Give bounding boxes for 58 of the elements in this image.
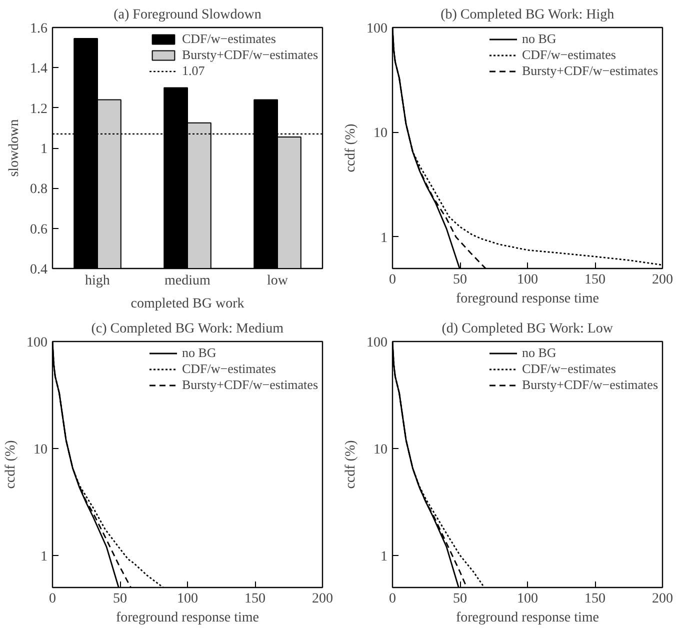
x-tick-label: low: [267, 274, 289, 288]
x-tick-label: 0: [389, 592, 396, 606]
y-tick-label: 100: [366, 22, 388, 36]
x-axis-title: foreground response time: [456, 292, 600, 306]
y-tick-label: 1.6: [30, 22, 48, 36]
y-tick-label: 1: [40, 549, 48, 564]
y-tick-label: 1: [40, 142, 48, 157]
x-tick-label: 150: [584, 272, 606, 288]
y-axis-title: ccdf (%): [4, 440, 18, 489]
x-tick-label: 0: [49, 592, 56, 606]
y-tick-label: 0.6: [30, 222, 48, 238]
legend-label: 1.07: [182, 63, 205, 79]
x-tick-label: 100: [517, 272, 538, 288]
x-axis-title: completed BG work: [130, 296, 244, 312]
y-tick-label: 100: [26, 336, 48, 350]
legend-label: Bursty+CDF/w−estimates: [522, 63, 658, 79]
y-axis-title: ccdf (%): [344, 123, 358, 172]
y-tick-label: 1.2: [30, 102, 48, 117]
y-tick-label: 1: [380, 549, 388, 564]
x-tick-label: medium: [164, 274, 211, 288]
y-axis-title: slowdown: [7, 119, 22, 177]
legend-label: CDF/w−estimates: [182, 31, 276, 47]
y-tick-label: 100: [366, 336, 388, 350]
chart-title: (a) Foreground Slowdown: [114, 8, 262, 22]
x-tick-label: 50: [453, 592, 467, 606]
x-tick-label: high: [85, 274, 110, 288]
legend-label: Bursty+CDF/w−estimates: [522, 377, 658, 393]
x-tick-label: 0: [389, 272, 396, 288]
chart-title: (c) Completed BG Work: Medium: [91, 322, 284, 336]
legend-label: no BG: [522, 345, 556, 361]
y-axis-title: ccdf (%): [344, 440, 358, 489]
x-tick-label: 100: [517, 592, 538, 606]
y-tick-label: 10: [374, 126, 388, 142]
x-tick-label: 150: [584, 592, 606, 606]
x-tick-label: 150: [244, 592, 266, 606]
x-tick-label: 200: [652, 592, 673, 606]
legend-label: Bursty+CDF/w−estimates: [182, 377, 318, 393]
legend-label: no BG: [522, 31, 556, 47]
legend-label: no BG: [182, 345, 216, 361]
y-tick-label: 10: [374, 442, 388, 458]
chart-title: (d) Completed BG Work: Low: [442, 322, 614, 336]
x-axis-title: foreground response time: [456, 610, 600, 626]
y-tick-label: 1: [380, 230, 388, 246]
legend-label: CDF/w−estimates: [522, 47, 616, 63]
x-tick-label: 50: [453, 272, 467, 288]
x-axis-title: foreground response time: [116, 610, 260, 626]
y-tick-label: 1.4: [30, 62, 48, 77]
x-tick-label: 50: [113, 592, 127, 606]
x-tick-label: 200: [312, 592, 333, 606]
chart-title: (b) Completed BG Work: High: [440, 8, 614, 22]
y-tick-label: 0.8: [30, 182, 48, 198]
legend-label: Bursty+CDF/w−estimates: [182, 47, 318, 63]
y-tick-label: 0.4: [30, 262, 48, 278]
legend-label: CDF/w−estimates: [182, 361, 276, 377]
y-tick-label: 10: [34, 442, 48, 458]
x-tick-label: 100: [177, 592, 198, 606]
legend-label: CDF/w−estimates: [522, 361, 616, 377]
x-tick-label: 200: [652, 272, 673, 288]
